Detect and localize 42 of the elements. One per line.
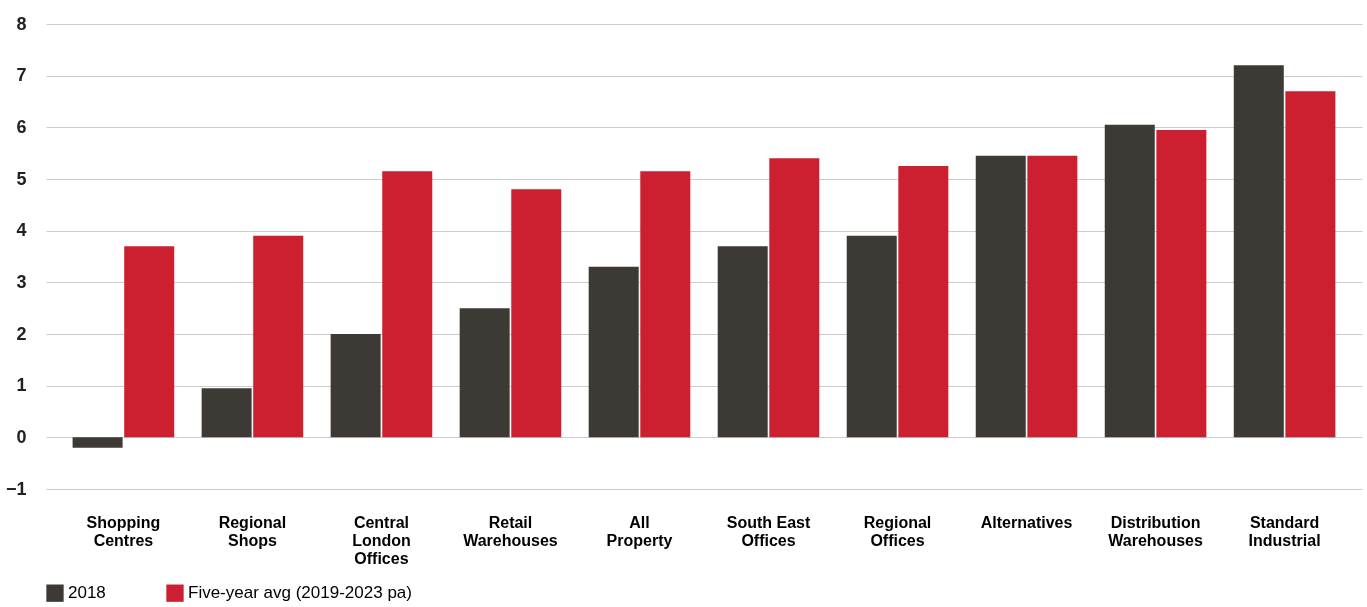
bar [72,437,123,448]
bar [124,246,175,438]
y-tick-label: 5 [16,168,27,189]
x-tick-label: Retail Warehouses [463,513,558,549]
bar [1104,124,1155,438]
bar [975,155,1026,438]
y-tick-label: −1 [5,478,27,499]
bar [717,246,768,438]
bar [1285,91,1336,438]
bar [201,388,252,438]
bar [588,266,639,438]
bar [846,235,897,438]
bar [640,171,691,438]
x-tick-label: Shopping Centres [86,513,161,549]
bar [1233,65,1284,438]
x-tick-label: All Property [606,513,673,549]
bar [1027,155,1078,438]
y-tick-label: 6 [16,116,27,137]
y-tick-label: 8 [16,13,27,34]
x-tick-label: Standard Industrial [1248,513,1321,549]
bar [382,171,433,438]
bar [898,166,949,438]
bar [330,334,381,438]
x-tick-label: Regional Offices [863,513,932,549]
x-tick-label: Alternatives [980,513,1073,531]
x-tick-label: Distribution Warehouses [1108,513,1203,549]
x-tick-label: Central London Offices [352,513,411,567]
y-tick-label: 7 [16,65,27,86]
y-tick-label: 0 [16,426,27,447]
bar [459,308,510,438]
y-tick-label: 1 [16,375,27,396]
legend-label: 2018 [68,583,106,603]
legend-label: Five-year avg (2019-2023 pa) [188,583,412,603]
y-tick-label: 4 [16,220,27,241]
bar [253,235,304,438]
bar [511,189,562,438]
y-tick-label: 2 [16,323,27,344]
x-tick-label: Regional Shops [218,513,287,549]
bar [1156,129,1207,438]
y-tick-label: 3 [16,271,27,292]
x-tick-label: South East Offices [726,513,811,549]
bar [769,158,820,438]
